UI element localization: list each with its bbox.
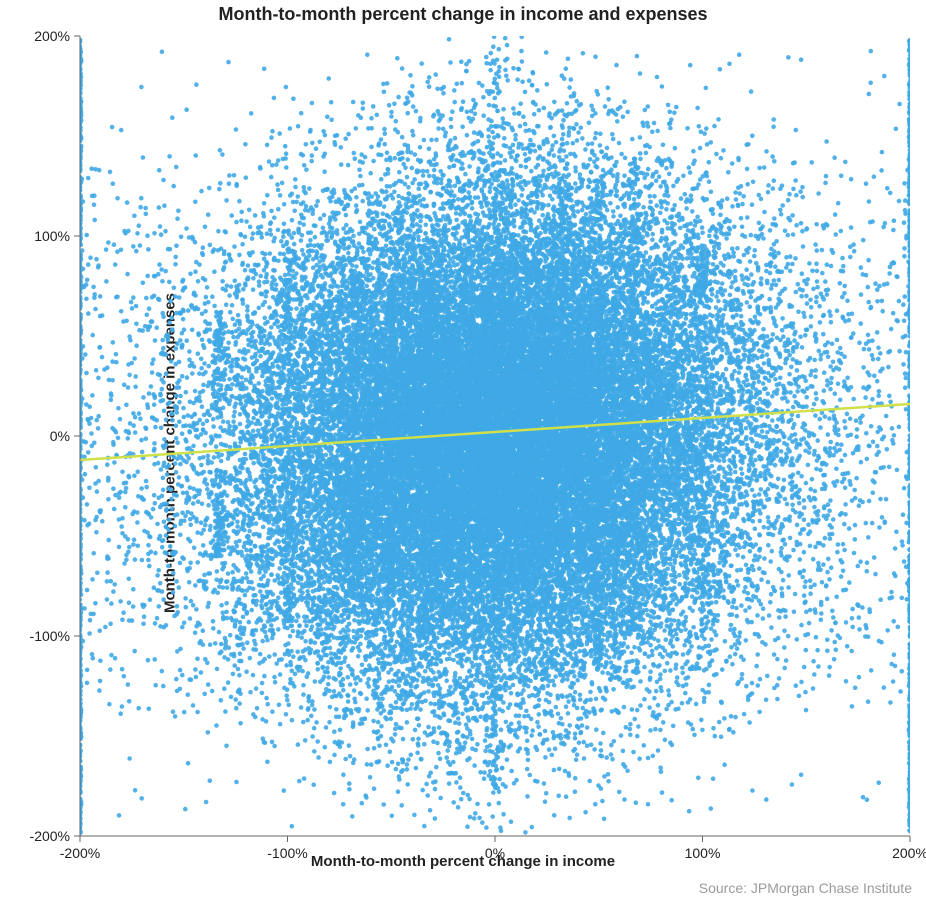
x-tick-label: 100%: [685, 845, 721, 861]
x-tick-label: 200%: [892, 845, 926, 861]
y-tick-label: -200%: [30, 828, 70, 844]
y-tick-label: -100%: [30, 628, 70, 644]
chart-container: Month-to-month percent change in income …: [0, 0, 926, 906]
x-tick-label: -200%: [60, 845, 100, 861]
scatter-plot: -200% -100% 0% 100% 200% -200% -100% 0% 100% 200%: [0, 0, 926, 906]
y-tick-label: 0%: [50, 428, 70, 444]
y-tick-label: 200%: [34, 28, 70, 44]
x-tick-label: 0%: [485, 845, 505, 861]
x-tick-label: -100%: [267, 845, 307, 861]
scatter-points: [77, 35, 913, 836]
y-tick-label: 100%: [34, 228, 70, 244]
